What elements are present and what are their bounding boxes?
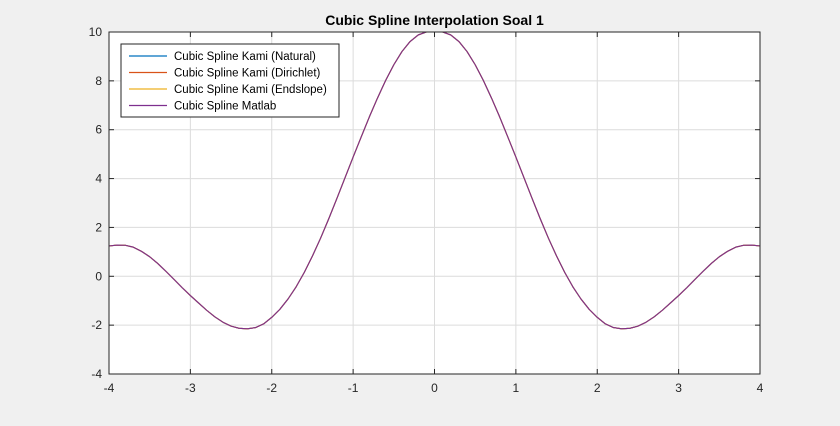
- axis-ticks: [108, 31, 761, 375]
- x-tick-label: 1: [513, 381, 520, 395]
- x-tick-label: -4: [104, 381, 115, 395]
- y-tick-label: -2: [91, 318, 102, 332]
- y-tick-label: -4: [91, 367, 102, 381]
- legend-label-4: Cubic Spline Matlab: [174, 101, 276, 113]
- x-tick-label: 4: [757, 381, 764, 395]
- chart-title: Cubic Spline Interpolation Soal 1: [325, 12, 544, 28]
- x-tick-label: 3: [675, 381, 682, 395]
- y-tick-label: 4: [95, 172, 102, 186]
- tick-labels: -4 -3 -2 -1 0 1 2 3 4 -4 -2 0 2 4 6 8 10: [89, 25, 764, 395]
- x-tick-label: -2: [266, 381, 277, 395]
- y-tick-label: 0: [95, 269, 102, 283]
- legend-label-3: Cubic Spline Kami (Endslope): [174, 84, 327, 96]
- x-tick-label: -3: [185, 381, 196, 395]
- x-tick-label: -1: [348, 381, 359, 395]
- y-tick-label: 6: [95, 123, 102, 137]
- legend-label-1: Cubic Spline Kami (Natural): [174, 51, 316, 63]
- legend-label-2: Cubic Spline Kami (Dirichlet): [174, 68, 321, 80]
- y-tick-label: 8: [95, 74, 102, 88]
- x-tick-label: 0: [431, 381, 438, 395]
- y-tick-label: 2: [95, 220, 102, 234]
- y-tick-label: 10: [89, 25, 103, 39]
- legend[interactable]: Cubic Spline Kami (Natural) Cubic Spline …: [120, 43, 340, 118]
- x-tick-label: 2: [594, 381, 601, 395]
